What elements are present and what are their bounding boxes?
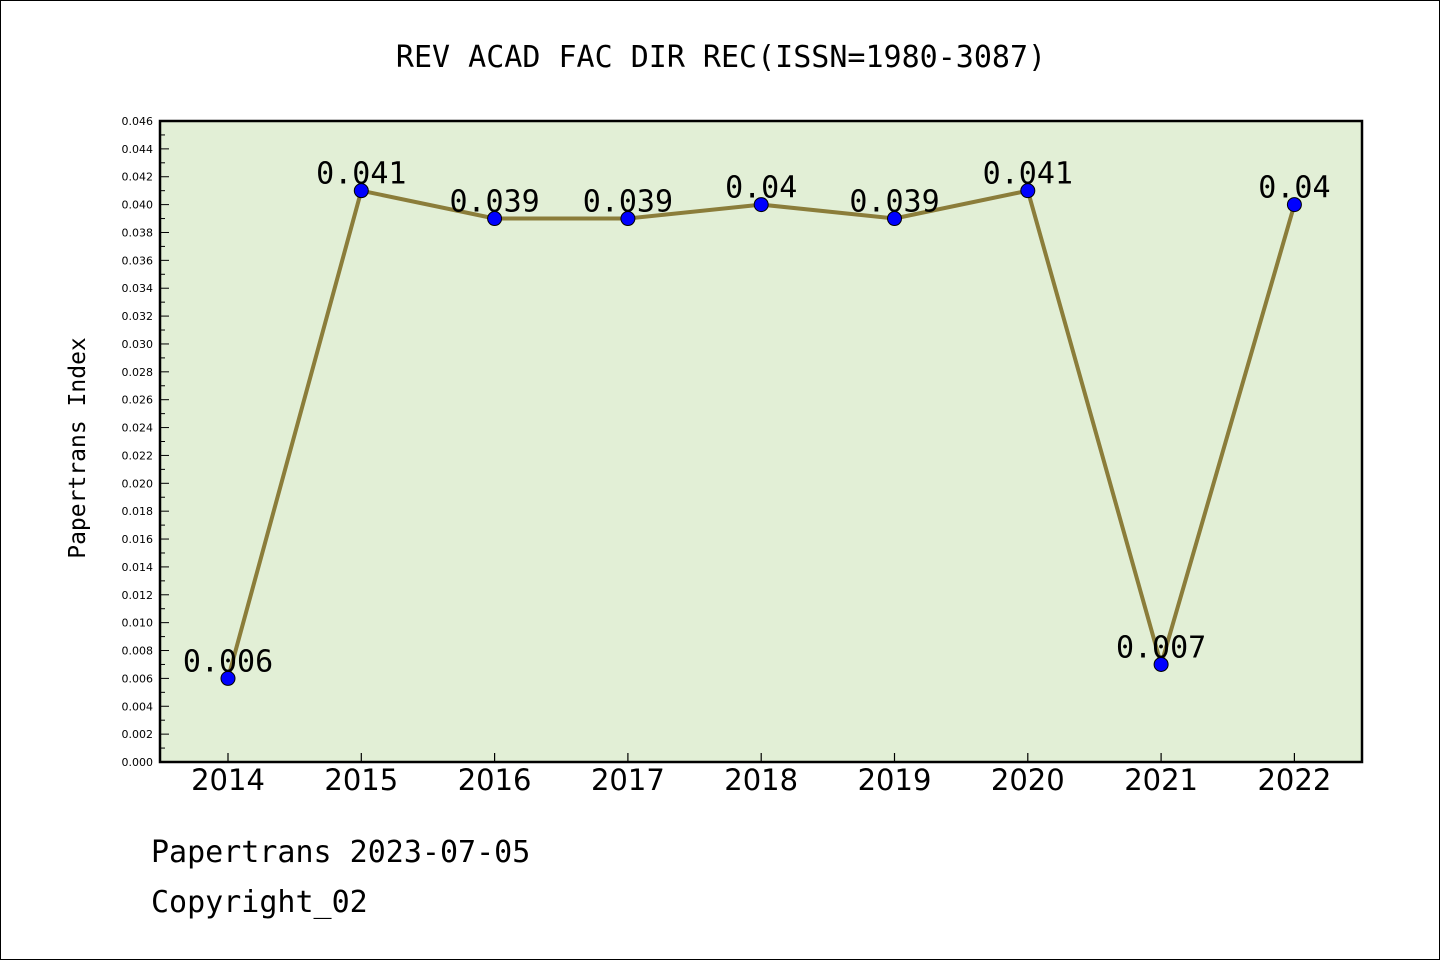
y-tick-label: 0.014 [122,561,154,574]
y-tick-label: 0.002 [122,728,154,741]
y-tick-label: 0.020 [122,477,154,490]
x-tick-label: 2020 [991,763,1065,797]
data-label: 0.007 [1116,630,1206,665]
data-label: 0.006 [183,644,273,679]
y-tick-label: 0.004 [122,700,154,713]
chart-title: REV ACAD FAC DIR REC(ISSN=1980-3087) [396,40,1046,75]
y-tick-label: 0.026 [122,394,154,407]
x-tick-label: 2019 [858,763,932,797]
y-axis: 0.000 0.002 0.004 0.006 0.008 0.010 0.012 0.014… [122,115,169,769]
y-tick-label: 0.000 [122,756,154,769]
y-tick-label: 0.034 [122,282,154,295]
data-labels: 0.006 0.041 0.039 0.039 0.04 0.039 0.041 0.007 0… [183,157,1331,680]
x-tick-label: 2018 [724,763,798,797]
y-tick-label: 0.006 [122,672,154,685]
y-tick-label: 0.008 [122,645,154,658]
data-point [887,211,902,227]
data-label: 0.041 [983,157,1073,192]
y-tick-label: 0.028 [122,366,154,379]
y-tick-label: 0.010 [122,617,154,630]
y-tick-label: 0.032 [122,310,154,323]
data-label: 0.04 [1258,171,1330,206]
data-point [753,197,769,213]
y-axis-label: Papertrans Index [65,337,91,559]
y-tick-label: 0.012 [122,589,154,602]
data-label: 0.04 [725,171,797,206]
y-tick-label: 0.038 [122,226,154,239]
footer-date: Papertrans 2023-07-05 [151,835,531,870]
data-point [620,211,636,227]
data-point [353,183,369,199]
data-label: 0.039 [583,185,673,220]
data-point [487,211,503,227]
y-tick-label: 0.024 [122,422,154,435]
data-label: 0.039 [849,185,939,220]
x-tick-label: 2014 [191,763,265,797]
data-label: 0.041 [316,157,406,192]
y-tick-label: 0.030 [122,338,154,351]
x-axis: 2014 2015 2016 2017 2018 2019 2020 2021 2022 [191,753,1331,797]
data-point [1153,656,1169,672]
x-tick-label: 2017 [591,763,665,797]
x-tick-label: 2021 [1124,763,1198,797]
data-label: 0.039 [449,185,539,220]
y-tick-label: 0.018 [122,505,154,518]
data-point [1286,197,1302,213]
x-tick-label: 2022 [1257,763,1331,797]
y-tick-label: 0.036 [122,254,154,267]
y-tick-label: 0.040 [122,199,154,212]
plot-border [158,119,1364,764]
y-tick-label: 0.016 [122,533,154,546]
y-tick-label: 0.022 [122,449,154,462]
data-point [1020,183,1036,199]
footer-copyright: Copyright_02 [151,885,368,920]
plot-area [160,121,1362,762]
series-group [220,183,1302,686]
x-tick-label: 2015 [324,763,398,797]
data-point [220,670,236,686]
y-tick-label: 0.046 [122,115,154,128]
y-tick-label: 0.042 [122,171,154,184]
x-tick-label: 2016 [458,763,532,797]
y-tick-label: 0.044 [122,143,154,156]
